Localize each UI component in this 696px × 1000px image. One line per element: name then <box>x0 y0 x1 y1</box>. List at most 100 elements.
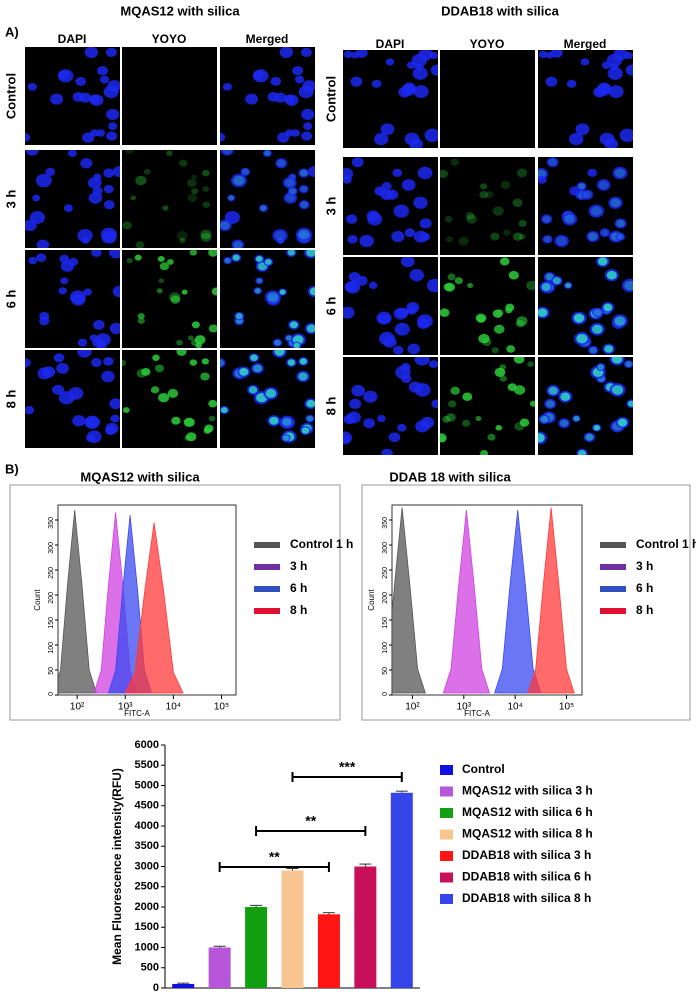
yoyo-spot <box>526 280 535 291</box>
yoyo-spot <box>499 257 510 266</box>
y-axis-label: Mean Fluorescence intensity(RFU) <box>110 768 124 965</box>
yoyo-spot <box>548 158 557 166</box>
legend-label: DDAB18 with silica 8 h <box>462 891 591 905</box>
y-tick-label: 350 <box>48 517 55 529</box>
yoyo-spot <box>166 150 173 156</box>
nucleus <box>542 235 553 244</box>
yoyo-spot <box>450 158 459 166</box>
nucleus <box>385 58 395 66</box>
yoyo-spot <box>300 186 308 192</box>
yoyo-spot <box>513 357 525 364</box>
yoyo-spot <box>499 375 507 382</box>
nucleus <box>79 92 92 103</box>
yoyo-spot <box>448 400 457 408</box>
significance-label: ** <box>269 849 280 865</box>
yoyo-spot <box>552 277 561 285</box>
cells <box>25 350 120 443</box>
yoyo-spot <box>467 282 474 288</box>
legend-label: 6 h <box>290 581 307 595</box>
nucleus <box>599 228 611 238</box>
nucleus <box>562 212 578 226</box>
y-tick-label: 150 <box>382 617 389 629</box>
nucleus <box>222 82 232 91</box>
yoyo-spot <box>495 424 502 431</box>
yoyo-spot <box>478 333 490 344</box>
yoyo-spot <box>606 270 617 280</box>
yoyo-spot <box>484 191 494 199</box>
yoyo-spot <box>208 250 217 257</box>
yoyo-spot <box>440 433 447 443</box>
yoyo-spot <box>241 168 249 175</box>
nucleus <box>371 79 382 88</box>
nucleus <box>367 212 383 226</box>
yoyo-spot <box>285 193 296 203</box>
yoyo-spot <box>494 367 506 378</box>
nucleus <box>418 50 433 61</box>
nucleus <box>220 358 226 368</box>
nucleus <box>60 277 69 285</box>
yoyo-spot <box>490 232 500 241</box>
nucleus <box>431 399 438 409</box>
nucleus <box>53 353 65 363</box>
micrograph <box>343 357 438 455</box>
yoyo-spot <box>556 236 567 246</box>
nucleus <box>298 184 309 194</box>
micrograph-bg <box>25 47 120 145</box>
nucleus <box>374 186 386 196</box>
micrograph <box>25 150 120 248</box>
nucleus <box>538 50 548 59</box>
nucleus <box>300 47 312 58</box>
yoyo-spot <box>546 400 555 408</box>
yoyo-spot <box>220 407 228 414</box>
y-tick-label: 4000 <box>135 820 159 832</box>
x-tick-label: 10⁴ <box>507 702 522 713</box>
nucleus <box>588 204 605 218</box>
yoyo-spot <box>184 435 192 441</box>
nucleus <box>220 132 226 142</box>
nucleus <box>101 370 115 383</box>
nucleus <box>586 231 600 243</box>
yoyo-spot <box>176 230 188 241</box>
nucleus <box>63 204 73 212</box>
nucleus <box>103 356 114 366</box>
x-tick-label: 10³ <box>457 702 472 713</box>
nucleus <box>294 75 305 84</box>
y-tick-label: 6000 <box>135 739 159 751</box>
yoyo-spot <box>506 345 516 353</box>
yoyo-spot <box>250 354 258 361</box>
nucleus <box>50 93 64 105</box>
nucleus <box>346 214 358 224</box>
yoyo-spot <box>475 416 482 422</box>
y-tick-label: 500 <box>141 962 159 974</box>
nucleus <box>277 132 290 143</box>
legend-swatch <box>440 872 453 883</box>
legend-label: MQAS12 with silica 6 h <box>462 805 593 819</box>
nucleus <box>58 70 69 80</box>
nucleus <box>77 350 92 358</box>
yoyo-spot <box>542 215 551 223</box>
cells <box>220 350 315 443</box>
nucleus <box>99 75 110 84</box>
nucleus <box>413 196 428 209</box>
nucleus <box>72 415 86 427</box>
legend-swatch <box>254 586 280 592</box>
yoyo-spot <box>135 241 145 248</box>
yoyo-spot <box>189 359 198 366</box>
yoyo-spot <box>284 178 295 187</box>
nucleus <box>224 210 240 224</box>
nucleus <box>428 360 438 369</box>
yoyo-spot <box>564 214 575 224</box>
nucleus <box>112 285 120 298</box>
column-header: YOYO <box>152 32 187 46</box>
cells <box>28 250 120 348</box>
micrograph-bg <box>122 350 217 448</box>
yoyo-spot <box>156 288 163 294</box>
yoyo-spot <box>124 150 134 155</box>
nucleus <box>103 168 115 178</box>
yoyo-spot <box>186 178 197 187</box>
legend-label: Control 1 h <box>290 537 353 551</box>
micrograph <box>122 47 217 145</box>
nucleus <box>391 231 405 243</box>
yoyo-spot <box>202 186 210 192</box>
yoyo-spot <box>130 195 137 201</box>
